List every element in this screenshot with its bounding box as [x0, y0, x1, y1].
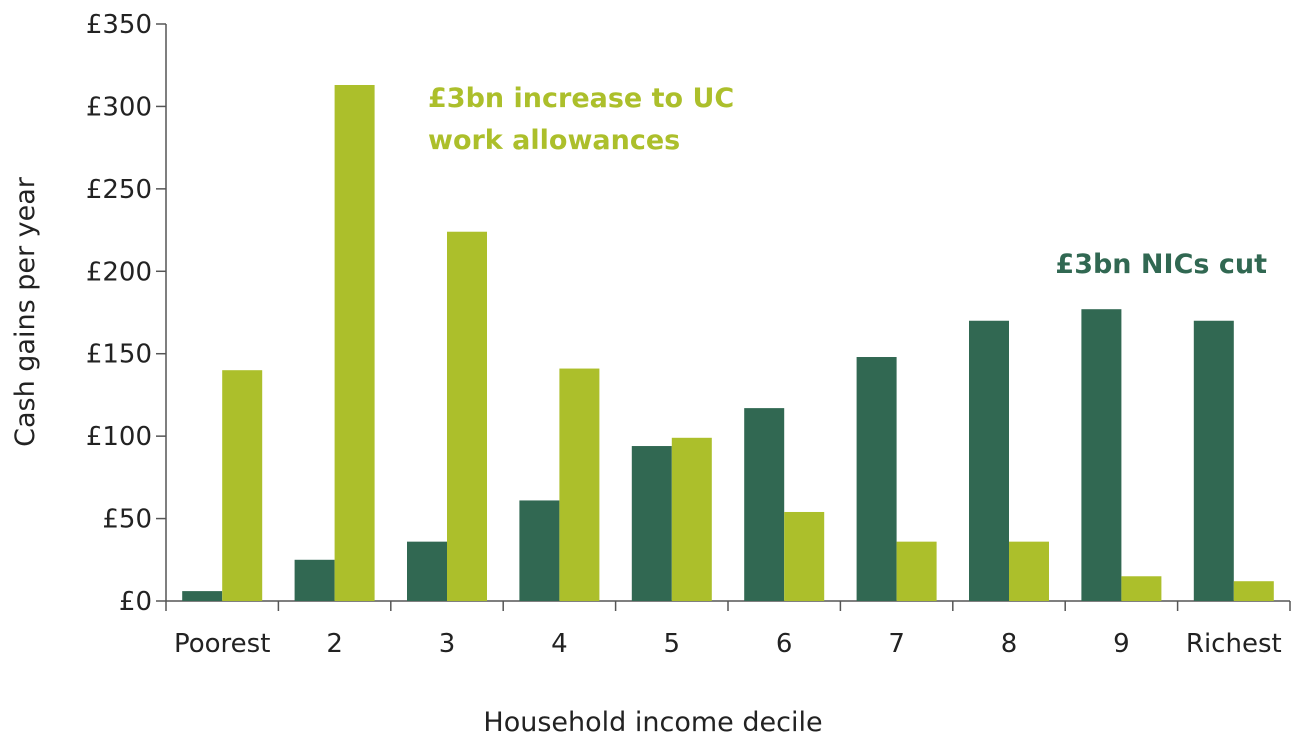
x-tick-label: 9	[1113, 629, 1130, 659]
bar-nics-10	[1193, 320, 1234, 601]
bar-nics-4	[519, 500, 560, 601]
y-tick-label: £0	[119, 587, 152, 617]
x-tick-label: Richest	[1186, 629, 1282, 659]
y-tick-label: £100	[86, 422, 152, 452]
bar-nics-3	[407, 541, 447, 601]
bar-uc-6	[784, 511, 825, 601]
y-tick-label: £300	[86, 92, 152, 122]
bar-uc-4	[559, 368, 600, 601]
x-tick-label: 7	[888, 629, 905, 659]
y-tick-label: £250	[86, 175, 152, 205]
annotation-uc-line-2: work allowances	[428, 125, 680, 156]
x-tick-label: 8	[1001, 629, 1018, 659]
annotation-nics-line-1: £3bn NICs cut	[1055, 249, 1267, 280]
x-tick-label: 6	[776, 629, 793, 659]
bar-uc-10	[1233, 581, 1274, 601]
x-tick-label: 2	[326, 629, 343, 659]
bar-nics-2	[294, 559, 335, 601]
y-tick-label: £50	[102, 505, 152, 535]
bar-nics-7	[856, 357, 897, 601]
y-tick-label: £200	[86, 257, 152, 287]
y-tick-label: £350	[86, 10, 152, 40]
bar-uc-5	[671, 437, 712, 601]
x-axis-title: Household income decile	[483, 707, 822, 734]
bar-nics-1	[182, 591, 223, 601]
x-tick-label: 4	[551, 629, 568, 659]
bars	[182, 84, 1274, 602]
x-tick-label: 3	[439, 629, 456, 659]
bar-uc-9	[1121, 576, 1162, 601]
x-tick-label: 5	[664, 629, 681, 659]
bar-uc-2	[334, 84, 375, 602]
y-axis-title: Cash gains per year	[10, 176, 41, 447]
annotation-uc-line-1: £3bn increase to UC	[428, 83, 734, 114]
annotation-uc-work-allowances: £3bn increase to UC work allowances	[428, 83, 744, 156]
x-tick-labels: Poorest 2 3 4 5 6 7 8 9 Richest	[165, 601, 1291, 659]
bar-uc-8	[1009, 541, 1049, 601]
y-tick-labels: £0 £50 £100 £150 £200 £250 £300 £350	[86, 10, 166, 617]
bar-nics-8	[969, 320, 1009, 601]
bar-uc-1	[222, 370, 263, 601]
bar-uc-7	[896, 541, 937, 601]
x-tick-label: Poorest	[174, 629, 270, 659]
annotation-nics-cut: £3bn NICs cut	[1055, 249, 1267, 280]
bar-nics-5	[631, 446, 672, 601]
bar-nics-6	[744, 408, 785, 601]
bar-nics-9	[1081, 309, 1122, 601]
y-tick-label: £150	[86, 340, 152, 370]
bar-uc-3	[447, 231, 487, 601]
